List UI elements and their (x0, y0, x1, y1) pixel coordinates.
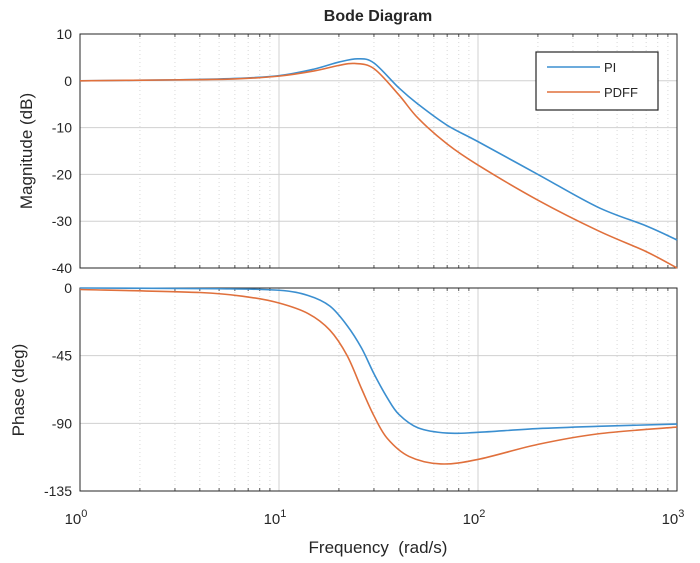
y-tick-label: 0 (64, 280, 72, 296)
legend-label-pi: PI (604, 60, 616, 75)
series-line-pdff (79, 288, 678, 465)
y-tick-label: -20 (52, 166, 72, 182)
series-line-pi (79, 287, 678, 435)
plot-area (80, 288, 677, 491)
x-tick-exponent: 2 (479, 508, 485, 520)
chart-title: Bode Diagram (324, 8, 432, 25)
x-tick-base: 10 (662, 511, 679, 528)
axes-frame (79, 33, 678, 269)
x-tick-label: 102 (463, 508, 486, 528)
x-tick-base: 10 (264, 511, 281, 528)
x-axis-label: Frequency (rad/s) (309, 538, 448, 557)
x-tick-base: 10 (65, 511, 82, 528)
y-tick-label: -90 (52, 415, 72, 431)
y-tick-label: -45 (52, 348, 72, 364)
x-tick-label: 100 (65, 508, 88, 528)
y-tick-label: 0 (64, 73, 72, 89)
series-line-pdff (79, 62, 678, 269)
x-tick-exponent: 0 (81, 508, 87, 520)
legend-box (535, 51, 659, 111)
x-tick-base: 10 (463, 511, 480, 528)
magnitude-ylabel: Magnitude (dB) (17, 93, 36, 209)
phase-ylabel: Phase (deg) (9, 344, 28, 437)
y-tick-label: -40 (52, 260, 72, 276)
y-tick-label: -135 (44, 483, 72, 499)
y-tick-label: -10 (52, 120, 72, 136)
x-tick-exponent: 3 (678, 508, 684, 520)
x-tick-exponent: 1 (280, 508, 286, 520)
legend: PI PDFF (535, 51, 659, 111)
x-tick-label: 103 (662, 508, 685, 528)
y-tick-label: -30 (52, 213, 72, 229)
x-tick-label: 101 (264, 508, 287, 528)
legend-label-pdff: PDFF (604, 85, 638, 100)
y-tick-label: 10 (56, 26, 72, 42)
axes-frame (79, 287, 678, 492)
